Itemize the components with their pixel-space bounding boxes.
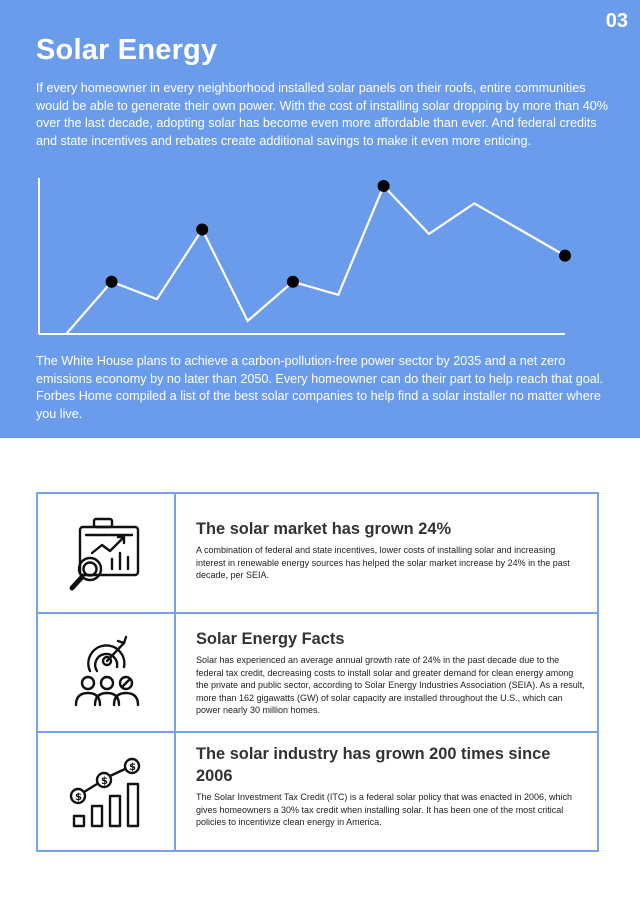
- fact-row-facts: Solar Energy Facts Solar has experienced…: [38, 614, 597, 733]
- svg-text:$: $: [75, 792, 82, 803]
- svg-text:$: $: [129, 762, 136, 773]
- fact-title: Solar Energy Facts: [196, 630, 345, 648]
- fact-text: The Solar Investment Tax Credit (ITC) is…: [196, 792, 573, 828]
- market-analysis-icon: [69, 517, 140, 591]
- money-growth-icon: $ $ $: [69, 757, 141, 827]
- page-number: 03: [605, 10, 628, 32]
- facts-table: The solar market has grown 24% A combina…: [36, 492, 599, 852]
- data-point: [559, 249, 571, 262]
- fact-text: Solar has experienced an average annual …: [196, 655, 585, 716]
- svg-text:$: $: [101, 776, 108, 787]
- data-point: [286, 275, 299, 288]
- data-markers: [105, 180, 571, 288]
- data-point: [105, 275, 118, 288]
- intro-paragraph: If every homeowner in every neighborhood…: [36, 81, 608, 148]
- fact-row-market: The solar market has grown 24% A combina…: [38, 494, 597, 614]
- page-title: Solar Energy: [36, 34, 218, 66]
- line-chart: [38, 178, 571, 335]
- data-point: [377, 180, 390, 192]
- data-point: [196, 223, 209, 236]
- series-line: [65, 184, 566, 335]
- target-team-icon: [74, 635, 140, 706]
- fact-text: A combination of federal and state incen…: [196, 545, 570, 581]
- hero-section: 03 Solar Energy If every homeowner in ev…: [0, 0, 640, 438]
- fact-title: The solar industry has grown 200 times s…: [196, 745, 551, 785]
- fact-title: The solar market has grown 24%: [196, 520, 452, 538]
- fact-row-industry: $ $ $ The solar industry has grown 200 t…: [38, 733, 597, 850]
- closing-paragraph: The White House plans to achieve a carbo…: [36, 354, 604, 421]
